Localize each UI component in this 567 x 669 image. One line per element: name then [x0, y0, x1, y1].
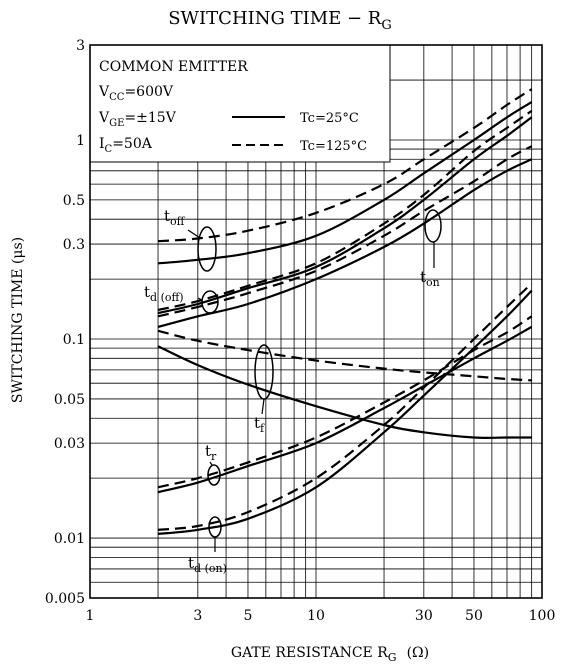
y-tick-label: 1: [76, 133, 85, 149]
curve-tf-25c: [157, 345, 532, 439]
tdon-annotation: td (on): [188, 516, 227, 575]
tick-labels: 1 3 5 10 30 50 100 0.005 0.01 0.03 0.05 0.1 0.3 0.5 1 3: [45, 38, 555, 624]
x-tick-label: 1: [86, 608, 95, 624]
tdoff-label: td (off): [144, 283, 184, 304]
curve-tr-25c: [157, 325, 533, 494]
y-axis-label: SWITCHING TIME (μs): [10, 237, 26, 403]
condition-mode: COMMON EMITTER: [99, 59, 248, 75]
condition-vge: VGE=±15V: [98, 110, 177, 129]
curve-toff-125c: [157, 88, 533, 243]
condition-ic: IC=50A: [99, 136, 153, 155]
x-tick-label: 3: [193, 608, 202, 624]
tdon-label: td (on): [188, 554, 227, 575]
ton-label: ton: [420, 268, 440, 289]
tr-annotation: tr: [205, 442, 221, 486]
legend-box: COMMON EMITTER VCC=600V VGE=±15V IC=50A …: [89, 44, 391, 163]
y-tick-label: 0.005: [45, 591, 85, 607]
tdoff-annotation: td (off): [144, 283, 219, 314]
series-annotations: toff ton td (off) tf tr td (on): [144, 207, 442, 575]
y-tick-label: 3: [76, 38, 85, 54]
y-tick-label: 0.01: [54, 531, 85, 547]
tf-label: tf: [254, 414, 265, 435]
toff-label: toff: [164, 207, 186, 228]
curves: [157, 88, 533, 535]
tr-label: tr: [205, 442, 217, 463]
y-tick-label: 0.3: [63, 237, 85, 253]
y-tick-label: 0.5: [63, 193, 85, 209]
y-tick-label: 0.1: [63, 332, 85, 348]
legend-background: [89, 44, 391, 163]
y-tick-label: 0.03: [54, 436, 85, 452]
condition-vcc: VCC=600V: [98, 84, 174, 103]
curve-tf-125c: [157, 329, 532, 382]
curve-tdon-125c: [157, 282, 533, 531]
y-tick-label: 0.05: [54, 392, 85, 408]
plot-frame: [89, 44, 543, 599]
curve-ton-125c: [157, 145, 533, 318]
curve-tdoff-25c: [157, 116, 533, 315]
x-tick-label: 30: [415, 608, 433, 624]
tf-annotation: tf: [254, 344, 274, 435]
curve-tr-125c: [157, 315, 533, 489]
curve-toff-25c: [157, 101, 533, 265]
x-axis-label: GATE RESISTANCE RG (Ω): [231, 645, 429, 664]
curve-tdon-25c: [157, 289, 533, 535]
x-tick-label: 100: [529, 608, 556, 624]
legend-solid-label: Tc=25°C: [300, 111, 359, 126]
curve-tdoff-125c: [157, 109, 533, 311]
x-tick-label: 10: [307, 608, 325, 624]
legend-dashed-label: Tc=125°C: [300, 139, 367, 154]
toff-annotation: toff: [164, 207, 217, 272]
ton-annotation: ton: [420, 209, 442, 289]
x-tick-label: 5: [244, 608, 253, 624]
x-tick-label: 50: [465, 608, 483, 624]
chart-title: SWITCHING TIME − RG: [168, 8, 392, 33]
